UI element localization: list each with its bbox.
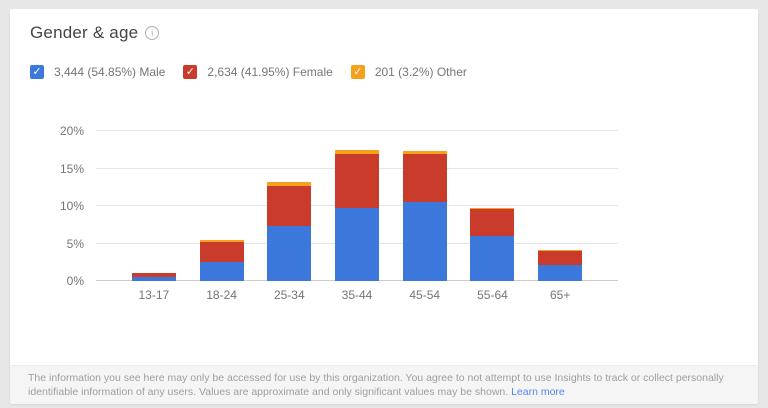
bar-segment-male[interactable]	[402, 202, 447, 281]
bar-segment-male[interactable]	[538, 264, 583, 281]
legend-label: 201 (3.2%) Other	[374, 65, 467, 79]
bar-35-44[interactable]	[335, 150, 380, 281]
page-title: Gender & age	[30, 23, 139, 42]
gridline-20%	[96, 130, 618, 131]
bar-segment-other[interactable]	[538, 250, 583, 251]
bar-25-34[interactable]	[267, 182, 312, 281]
footer-disclaimer: The information you see here may only be…	[28, 372, 724, 398]
card-header: Gender & age i	[10, 9, 758, 43]
bars-row	[96, 115, 618, 281]
bar-group-45-54	[391, 115, 459, 281]
y-axis-label: 10%	[59, 199, 84, 213]
checkbox-checked-icon[interactable]: ✓	[183, 65, 198, 79]
bar-group-65+	[526, 115, 594, 281]
bar-group-13-17	[120, 115, 188, 281]
bar-55-64[interactable]	[470, 208, 515, 281]
x-axis-row: 13-17 18-24 25-34 35-44 45-54 55-64 65+	[10, 281, 758, 302]
bar-segment-female[interactable]	[199, 242, 244, 263]
x-axis-label-13-17: 13-17	[138, 288, 170, 302]
bar-group-55-64	[459, 115, 527, 281]
bar-segment-male[interactable]	[199, 262, 244, 281]
legend-label: 2,634 (41.95%) Female	[207, 65, 333, 79]
bar-segment-other[interactable]	[335, 150, 380, 155]
x-axis-label-18-24: 18-24	[206, 288, 237, 302]
checkbox-checked-icon[interactable]: ✓	[350, 65, 365, 79]
legend-item-male[interactable]: ✓ 3,444 (54.85%) Male	[30, 65, 165, 79]
chart: 0% 5% 10% 15% 20%	[10, 115, 758, 288]
x-axis-label-55-64: 55-64	[477, 288, 508, 302]
bar-segment-female[interactable]	[335, 154, 380, 208]
bar-segment-other[interactable]	[267, 182, 312, 186]
y-axis-label: 15%	[59, 161, 84, 176]
bar-group-18-24	[188, 115, 256, 281]
footer-text: The information you see here may only be…	[28, 371, 740, 399]
bar-segment-female[interactable]	[538, 251, 583, 265]
bar-segment-male[interactable]	[131, 277, 176, 281]
legend-item-female[interactable]: ✓ 2,634 (41.95%) Female	[183, 65, 333, 79]
bar-segment-male[interactable]	[335, 207, 380, 281]
footer: The information you see here may only be…	[10, 365, 758, 404]
bar-45-54[interactable]	[402, 151, 447, 281]
y-axis-label: 0%	[66, 274, 84, 288]
legend-label: 3,444 (54.85%) Male	[54, 65, 166, 79]
x-axis-label-45-54: 45-54	[409, 288, 441, 302]
x-axis-label-65+: 65+	[549, 288, 571, 302]
bar-segment-female[interactable]	[131, 273, 176, 278]
y-axis-label: 5%	[66, 236, 84, 251]
bar-group-35-44	[323, 115, 391, 281]
x-axis-label-35-44: 35-44	[341, 288, 373, 302]
bar-segment-female[interactable]	[470, 209, 515, 236]
bar-segment-female[interactable]	[267, 185, 312, 226]
legend-item-other[interactable]: ✓ 201 (3.2%) Other	[350, 65, 467, 79]
legend: ✓ 3,444 (54.85%) Male ✓ 2,634 (41.95%) Fema…	[10, 65, 758, 79]
checkbox-checked-icon[interactable]: ✓	[30, 65, 44, 79]
x-axis-label-25-34: 25-34	[273, 288, 305, 302]
bar-18-24[interactable]	[199, 239, 244, 281]
plot-area	[96, 115, 618, 281]
bar-segment-male[interactable]	[267, 225, 312, 281]
x-axis: 13-17 18-24 25-34 35-44 45-54 55-64 65+	[96, 288, 618, 302]
bar-13-17[interactable]	[131, 272, 176, 281]
bar-segment-male[interactable]	[470, 236, 515, 281]
bar-65+[interactable]	[538, 250, 583, 281]
y-axis: 0% 5% 10% 15% 20%	[30, 115, 96, 288]
gender-age-card: Gender & age i ✓ 3,444 (54.85%) Male ✓ 2,63…	[10, 9, 758, 404]
bar-segment-other[interactable]	[470, 208, 515, 209]
y-axis-label: 20%	[59, 124, 84, 138]
learn-more-link[interactable]: Learn more	[511, 386, 565, 398]
bar-segment-other[interactable]	[199, 239, 244, 242]
info-icon[interactable]: i	[145, 26, 160, 40]
bar-segment-female[interactable]	[402, 153, 447, 203]
bar-group-25-34	[255, 115, 323, 281]
bar-segment-other[interactable]	[402, 151, 447, 154]
